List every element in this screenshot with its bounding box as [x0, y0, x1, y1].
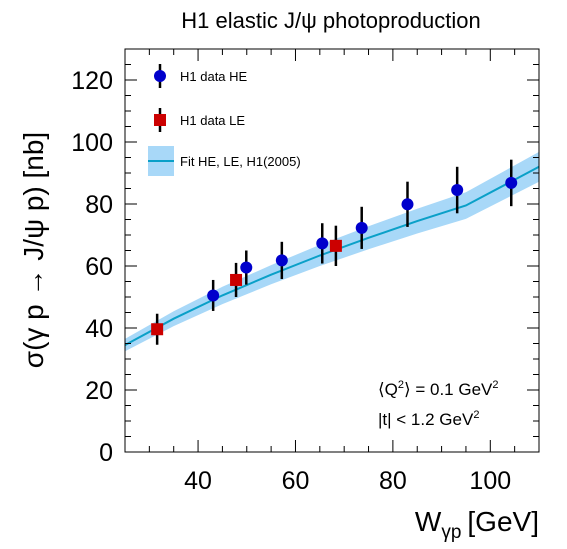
x-axis-title-sub: γp	[441, 522, 461, 543]
y-tick-label: 40	[85, 315, 113, 343]
x-tick-label: 60	[282, 467, 310, 495]
data-point-he	[240, 261, 253, 274]
data-point-he	[401, 198, 414, 211]
y-tick-label: 100	[71, 129, 113, 157]
data-point-le	[329, 239, 342, 252]
x-tick-label: 100	[469, 467, 511, 495]
y-tick-label: 20	[85, 377, 113, 405]
x-tick-label: 80	[379, 467, 407, 495]
data-point-he	[355, 221, 368, 234]
data-points-layer	[151, 159, 518, 345]
y-axis-title: σ(γ p → J/ψ p) [nb]	[18, 132, 49, 368]
legend-marker-he	[154, 70, 166, 82]
fit-line-layer	[124, 165, 540, 346]
data-point-he	[316, 237, 329, 250]
x-axis-title-main: W	[415, 506, 442, 537]
data-point-le	[151, 323, 164, 336]
x-tick-label: 40	[184, 467, 212, 495]
annotation: ⟨Q2⟩ = 0.1 GeV2 |t| < 1.2 GeV2	[378, 379, 499, 429]
data-point-le	[230, 273, 243, 286]
data-point-he	[505, 176, 518, 189]
fit-line	[124, 165, 540, 346]
legend-label-fit: Fit HE, LE, H1(2005)	[180, 154, 301, 169]
y-tick-label: 120	[71, 67, 113, 95]
data-point-he	[207, 289, 220, 302]
annotation-t: |t| < 1.2 GeV2	[378, 409, 479, 429]
legend-marker-le	[154, 114, 166, 126]
y-tick-label: 0	[99, 439, 113, 467]
y-tick-label: 80	[85, 191, 113, 219]
data-point-he	[451, 184, 464, 197]
y-tick-label: 60	[85, 253, 113, 281]
x-axis-title-unit: [GeV]	[467, 506, 539, 537]
axis-ticks: 0 20 40 60 80 100 120 40 60 80 100	[71, 48, 540, 495]
chart-title: H1 elastic J/ψ photoproduction	[181, 8, 480, 33]
legend-label-le: H1 data LE	[180, 113, 245, 128]
annotation-q2: ⟨Q2⟩ = 0.1 GeV2	[378, 379, 499, 399]
data-point-he	[275, 254, 288, 267]
x-axis-title: Wγp [GeV]	[415, 506, 539, 543]
legend-label-he: H1 data HE	[180, 69, 248, 84]
legend: H1 data HE H1 data LE Fit HE, LE, H1(2005)	[148, 64, 301, 176]
